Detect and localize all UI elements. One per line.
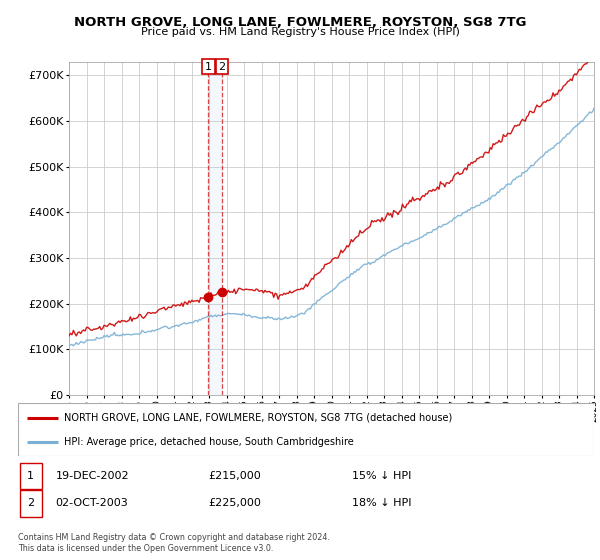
Text: HPI: Average price, detached house, South Cambridgeshire: HPI: Average price, detached house, Sout…	[64, 437, 354, 447]
Text: 1: 1	[27, 471, 34, 481]
Text: Price paid vs. HM Land Registry's House Price Index (HPI): Price paid vs. HM Land Registry's House …	[140, 27, 460, 37]
Text: 19-DEC-2002: 19-DEC-2002	[55, 471, 129, 481]
Bar	[20, 490, 41, 516]
Text: Contains HM Land Registry data © Crown copyright and database right 2024.
This d: Contains HM Land Registry data © Crown c…	[18, 533, 330, 553]
Text: NORTH GROVE, LONG LANE, FOWLMERE, ROYSTON, SG8 7TG (detached house): NORTH GROVE, LONG LANE, FOWLMERE, ROYSTO…	[64, 413, 452, 423]
Text: 1: 1	[205, 62, 212, 72]
Text: £225,000: £225,000	[208, 498, 261, 508]
Text: NORTH GROVE, LONG LANE, FOWLMERE, ROYSTON, SG8 7TG: NORTH GROVE, LONG LANE, FOWLMERE, ROYSTO…	[74, 16, 526, 29]
Text: 2: 2	[218, 62, 226, 72]
Text: 15% ↓ HPI: 15% ↓ HPI	[352, 471, 412, 481]
Text: £215,000: £215,000	[208, 471, 261, 481]
Text: 2: 2	[27, 498, 34, 508]
Text: 18% ↓ HPI: 18% ↓ HPI	[352, 498, 412, 508]
Bar	[208, 62, 222, 395]
Text: 02-OCT-2003: 02-OCT-2003	[55, 498, 128, 508]
Bar	[20, 463, 41, 489]
